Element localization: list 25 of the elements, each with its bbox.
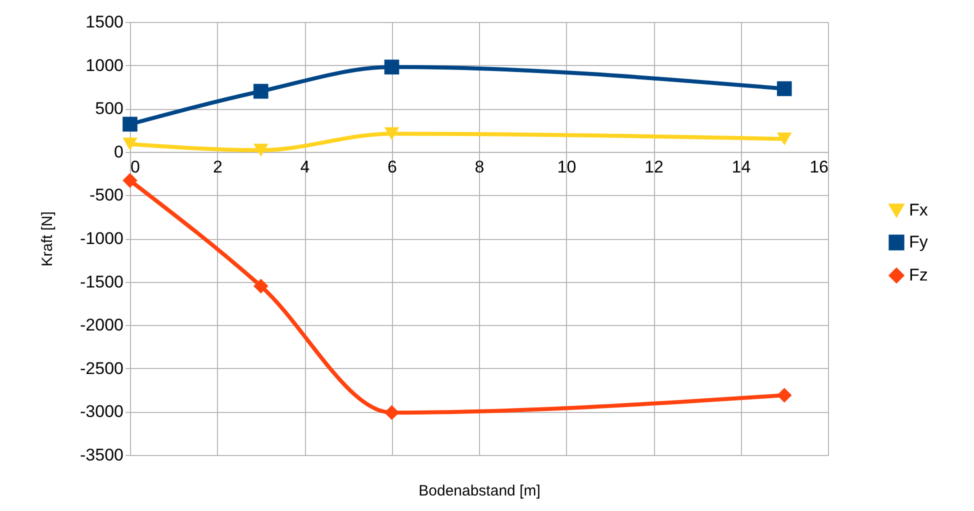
y-tick-label: -2500 bbox=[80, 358, 124, 378]
y-tick-label: 0 bbox=[114, 142, 124, 162]
y-tick-label: -1500 bbox=[80, 272, 124, 292]
legend-label: Fz bbox=[909, 266, 928, 284]
x-tick-label: 2 bbox=[213, 157, 222, 176]
x-tick-label: 12 bbox=[644, 157, 664, 176]
x-axis-title: Bodenabstand [m] bbox=[418, 482, 540, 500]
y-tick-label: -3000 bbox=[80, 402, 124, 422]
legend-label: Fx bbox=[909, 200, 928, 220]
y-tick-label: -2000 bbox=[80, 316, 124, 335]
x-tick-label: 0 bbox=[130, 157, 140, 176]
y-tick-label: 500 bbox=[95, 99, 124, 118]
x-tick-label: 6 bbox=[388, 157, 397, 176]
legend-label: Fy bbox=[909, 232, 928, 252]
x-tick-label: 10 bbox=[557, 157, 576, 176]
x-tick-label: 16 bbox=[810, 157, 828, 176]
y-tick-label: 1000 bbox=[86, 56, 124, 75]
x-tick-label: 8 bbox=[474, 157, 484, 176]
y-tick-label: -1000 bbox=[80, 229, 124, 248]
y-tick-label: -3500 bbox=[80, 446, 124, 464]
y-tick-label: -500 bbox=[89, 186, 124, 205]
x-tick-label: 14 bbox=[732, 157, 751, 176]
x-tick-label: 4 bbox=[300, 157, 310, 176]
y-tick-label: 1500 bbox=[86, 12, 124, 32]
y-axis-title: Kraft [N] bbox=[39, 211, 56, 267]
